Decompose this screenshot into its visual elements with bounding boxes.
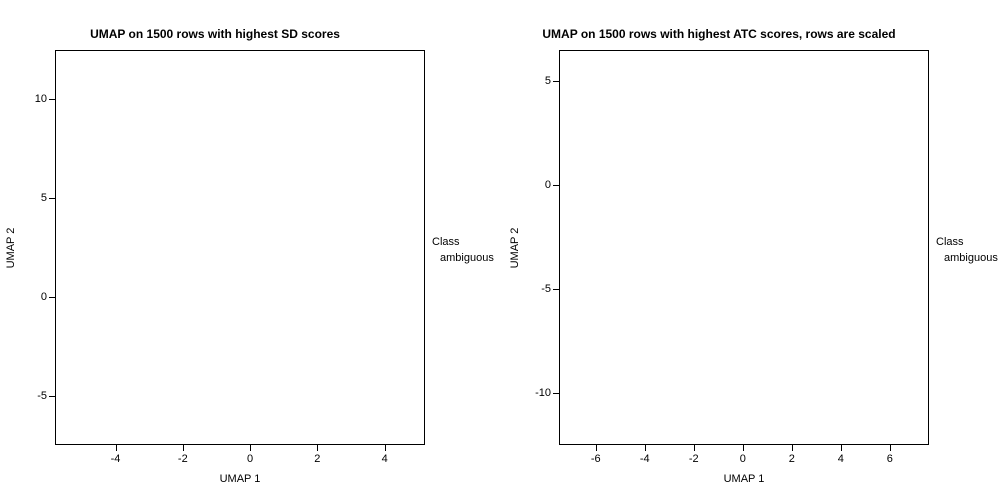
panel-right-plot-area (559, 50, 929, 445)
y-tick (49, 99, 55, 100)
x-tick-label: 6 (887, 453, 893, 465)
y-axis-label: UMAP 2 (5, 227, 17, 268)
x-tick (645, 445, 646, 451)
x-tick-label: -4 (640, 453, 650, 465)
x-tick (743, 445, 744, 451)
y-tick-label: 0 (529, 179, 551, 191)
x-tick-label: -2 (689, 453, 699, 465)
panel-right-legend: Class ambiguous (936, 236, 998, 264)
panel-left-title-line1: UMAP on 1500 rows with highest SD scores (90, 27, 340, 41)
x-tick (792, 445, 793, 451)
x-tick (890, 445, 891, 451)
y-tick-label: 0 (25, 291, 47, 303)
y-tick (553, 185, 559, 186)
y-tick (49, 297, 55, 298)
x-tick (841, 445, 842, 451)
panel-container: UMAP on 1500 rows with highest SD scores… (0, 0, 1008, 504)
panel-left-plot-area (55, 50, 425, 445)
x-tick-label: 0 (740, 453, 746, 465)
legend-title: Class (936, 236, 998, 248)
x-axis-label: UMAP 1 (220, 473, 261, 485)
x-tick (116, 445, 117, 451)
x-tick-label: -6 (591, 453, 601, 465)
x-axis-label: UMAP 1 (724, 473, 765, 485)
x-tick-label: 0 (247, 453, 253, 465)
y-tick (49, 198, 55, 199)
x-tick (694, 445, 695, 451)
legend-item-ambiguous: ambiguous (432, 252, 494, 264)
x-tick (250, 445, 251, 451)
y-axis-label: UMAP 2 (509, 227, 521, 268)
legend-item-ambiguous: ambiguous (936, 252, 998, 264)
y-tick (553, 393, 559, 394)
y-tick-label: 5 (529, 75, 551, 87)
panel-right: UMAP on 1500 rows with highest ATC score… (504, 0, 1008, 504)
x-tick (385, 445, 386, 451)
x-tick (596, 445, 597, 451)
panel-left-legend: Class ambiguous (432, 236, 494, 264)
x-tick (183, 445, 184, 451)
panel-left: UMAP on 1500 rows with highest SD scores… (0, 0, 504, 504)
y-tick-label: -10 (529, 387, 551, 399)
x-tick-label: -4 (111, 453, 121, 465)
y-tick (553, 289, 559, 290)
x-tick-label: -2 (178, 453, 188, 465)
y-tick-label: 10 (25, 93, 47, 105)
panel-right-title-line1: UMAP on 1500 rows with highest ATC score… (542, 27, 895, 41)
x-tick-label: 4 (838, 453, 844, 465)
x-tick (317, 445, 318, 451)
x-tick-label: 4 (382, 453, 388, 465)
y-tick (49, 396, 55, 397)
y-tick-label: 5 (25, 192, 47, 204)
x-tick-label: 2 (314, 453, 320, 465)
x-tick-label: 2 (789, 453, 795, 465)
legend-title: Class (432, 236, 494, 248)
y-tick-label: -5 (25, 390, 47, 402)
y-tick (553, 81, 559, 82)
y-tick-label: -5 (529, 283, 551, 295)
